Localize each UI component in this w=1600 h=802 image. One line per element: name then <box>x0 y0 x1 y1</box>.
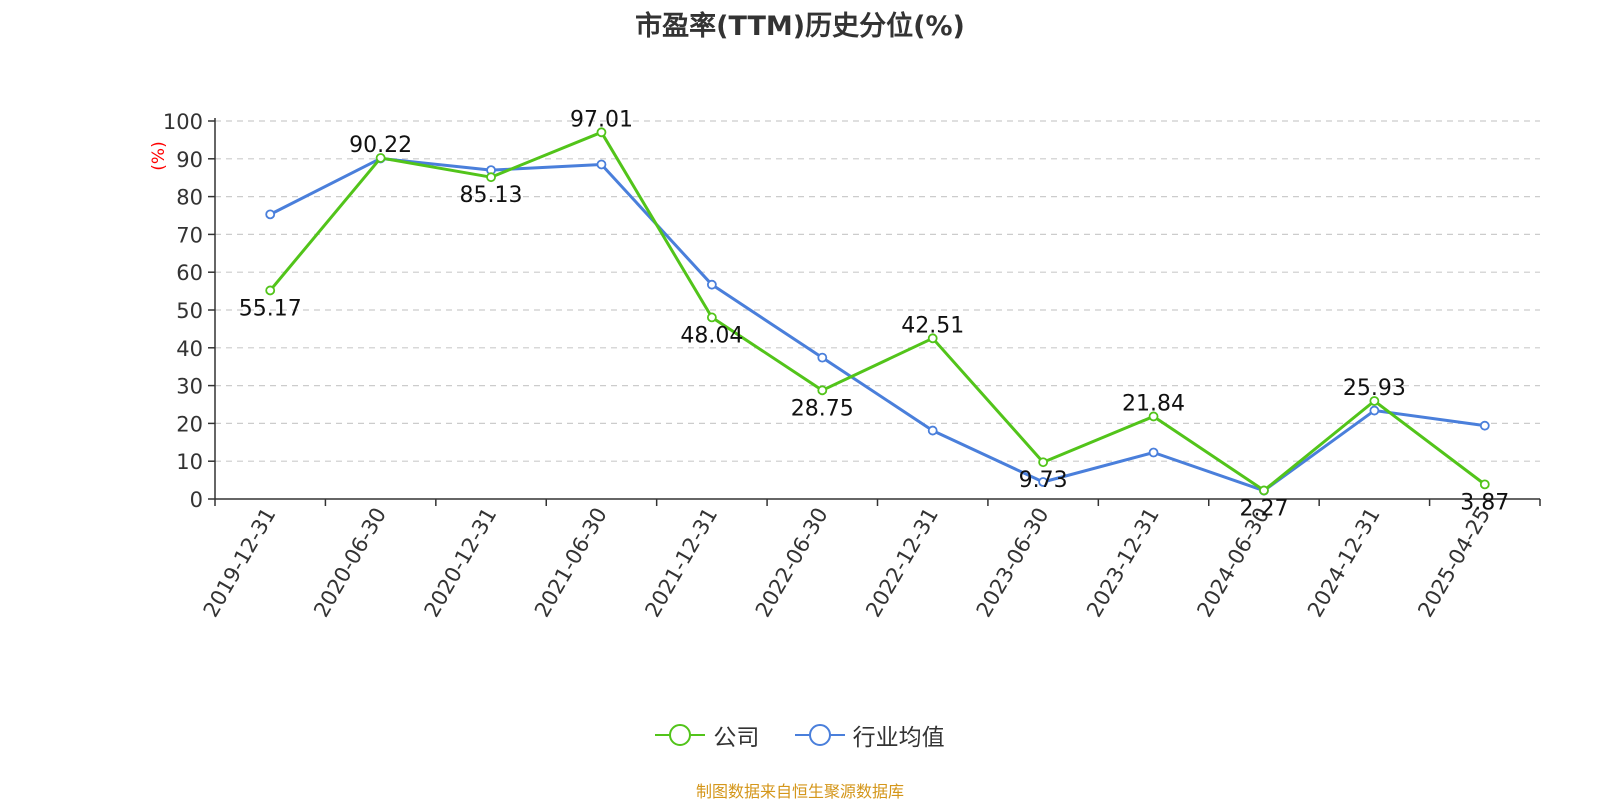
x-tick-label: 2025-04-25 <box>1413 504 1495 622</box>
x-tick-label: 2020-06-30 <box>309 504 391 622</box>
legend-industry-icon <box>794 724 845 746</box>
data-point-company <box>1148 411 1159 422</box>
y-tick-label: 10 <box>176 450 203 474</box>
data-point-company <box>486 172 496 183</box>
data-point-industry <box>1038 477 1049 487</box>
data-point-company <box>927 333 938 344</box>
y-tick-label: 20 <box>176 412 203 436</box>
legend-company-label: 公司 <box>713 725 760 751</box>
data-label: 42.51 <box>901 313 964 338</box>
data-point-industry <box>706 279 717 290</box>
x-tick-label: 2022-12-31 <box>861 503 943 621</box>
data-label: 55.17 <box>239 296 302 321</box>
series-line-company <box>269 130 1486 492</box>
series-lines <box>265 127 1490 496</box>
y-tick-label: 80 <box>176 186 203 210</box>
grid-lines <box>215 120 1540 462</box>
y-tick-label: 90 <box>176 148 203 172</box>
data-label: 2.27 <box>1239 496 1288 521</box>
y-tick-label: 70 <box>176 223 203 247</box>
chart-title: 市盈率(TTM)历史分位(%) <box>635 11 965 42</box>
x-tick-label: 2023-12-31 <box>1082 504 1164 622</box>
data-point-industry <box>1479 420 1490 431</box>
y-axis-unit-label: (%) <box>149 141 169 170</box>
data-point-industry <box>1369 405 1380 416</box>
data-point-company <box>596 127 607 138</box>
x-tick-label: 2021-06-30 <box>530 504 612 622</box>
data-label: 97.01 <box>570 107 633 132</box>
data-point-company <box>1038 457 1049 468</box>
x-tick-label: 2020-12-31 <box>420 503 502 621</box>
data-label: 85.13 <box>460 183 523 208</box>
y-tick-label: 30 <box>176 375 203 399</box>
legend: 公司 行业均值 <box>0 718 1600 753</box>
y-tick-label: 100 <box>163 110 203 134</box>
data-label: 21.84 <box>1122 391 1185 416</box>
data-point-company <box>375 153 386 163</box>
data-point-industry <box>1148 447 1159 458</box>
legend-item-industry[interactable]: 行业均值 <box>794 718 945 752</box>
data-point-industry <box>596 159 607 170</box>
source-note: 制图数据来自恒生聚源数据库 <box>695 782 904 801</box>
y-tick-label: 0 <box>190 488 203 512</box>
data-labels: 55.17 90.22 85.13 97.01 48.04 28.75 42.51 9.73 2… <box>239 107 1510 521</box>
data-point-company <box>1479 479 1490 490</box>
data-point-industry <box>265 209 276 220</box>
data-label: 48.04 <box>680 323 743 348</box>
data-point-company <box>817 385 828 396</box>
legend-item-company[interactable]: 公司 <box>655 718 759 752</box>
data-label: 25.93 <box>1343 376 1406 401</box>
data-label: 9.73 <box>1019 468 1068 493</box>
series-line-industry <box>269 156 1485 493</box>
y-tick-label: 40 <box>176 337 203 361</box>
data-point-industry <box>927 425 938 436</box>
x-tick-label: 2019-12-31 <box>199 504 281 622</box>
y-tick-label: 50 <box>176 299 203 323</box>
y-tick-label: 60 <box>176 261 203 285</box>
data-point-company <box>1259 485 1269 496</box>
data-point-company <box>706 312 717 323</box>
data-label: 28.75 <box>791 396 854 421</box>
legend-company-icon <box>655 724 706 746</box>
x-tick-label: 2024-12-31 <box>1303 504 1385 622</box>
data-point-company <box>265 285 276 296</box>
x-tick-label: 2023-06-30 <box>972 504 1054 622</box>
x-tick-label: 2021-12-31 <box>640 504 722 622</box>
legend-industry-label: 行业均值 <box>852 725 945 751</box>
data-point-company <box>1369 396 1380 406</box>
data-label: 90.22 <box>349 133 412 158</box>
x-tick-label: 2022-06-30 <box>751 504 833 622</box>
data-label: 3.87 <box>1460 490 1509 515</box>
data-point-industry <box>817 352 828 363</box>
